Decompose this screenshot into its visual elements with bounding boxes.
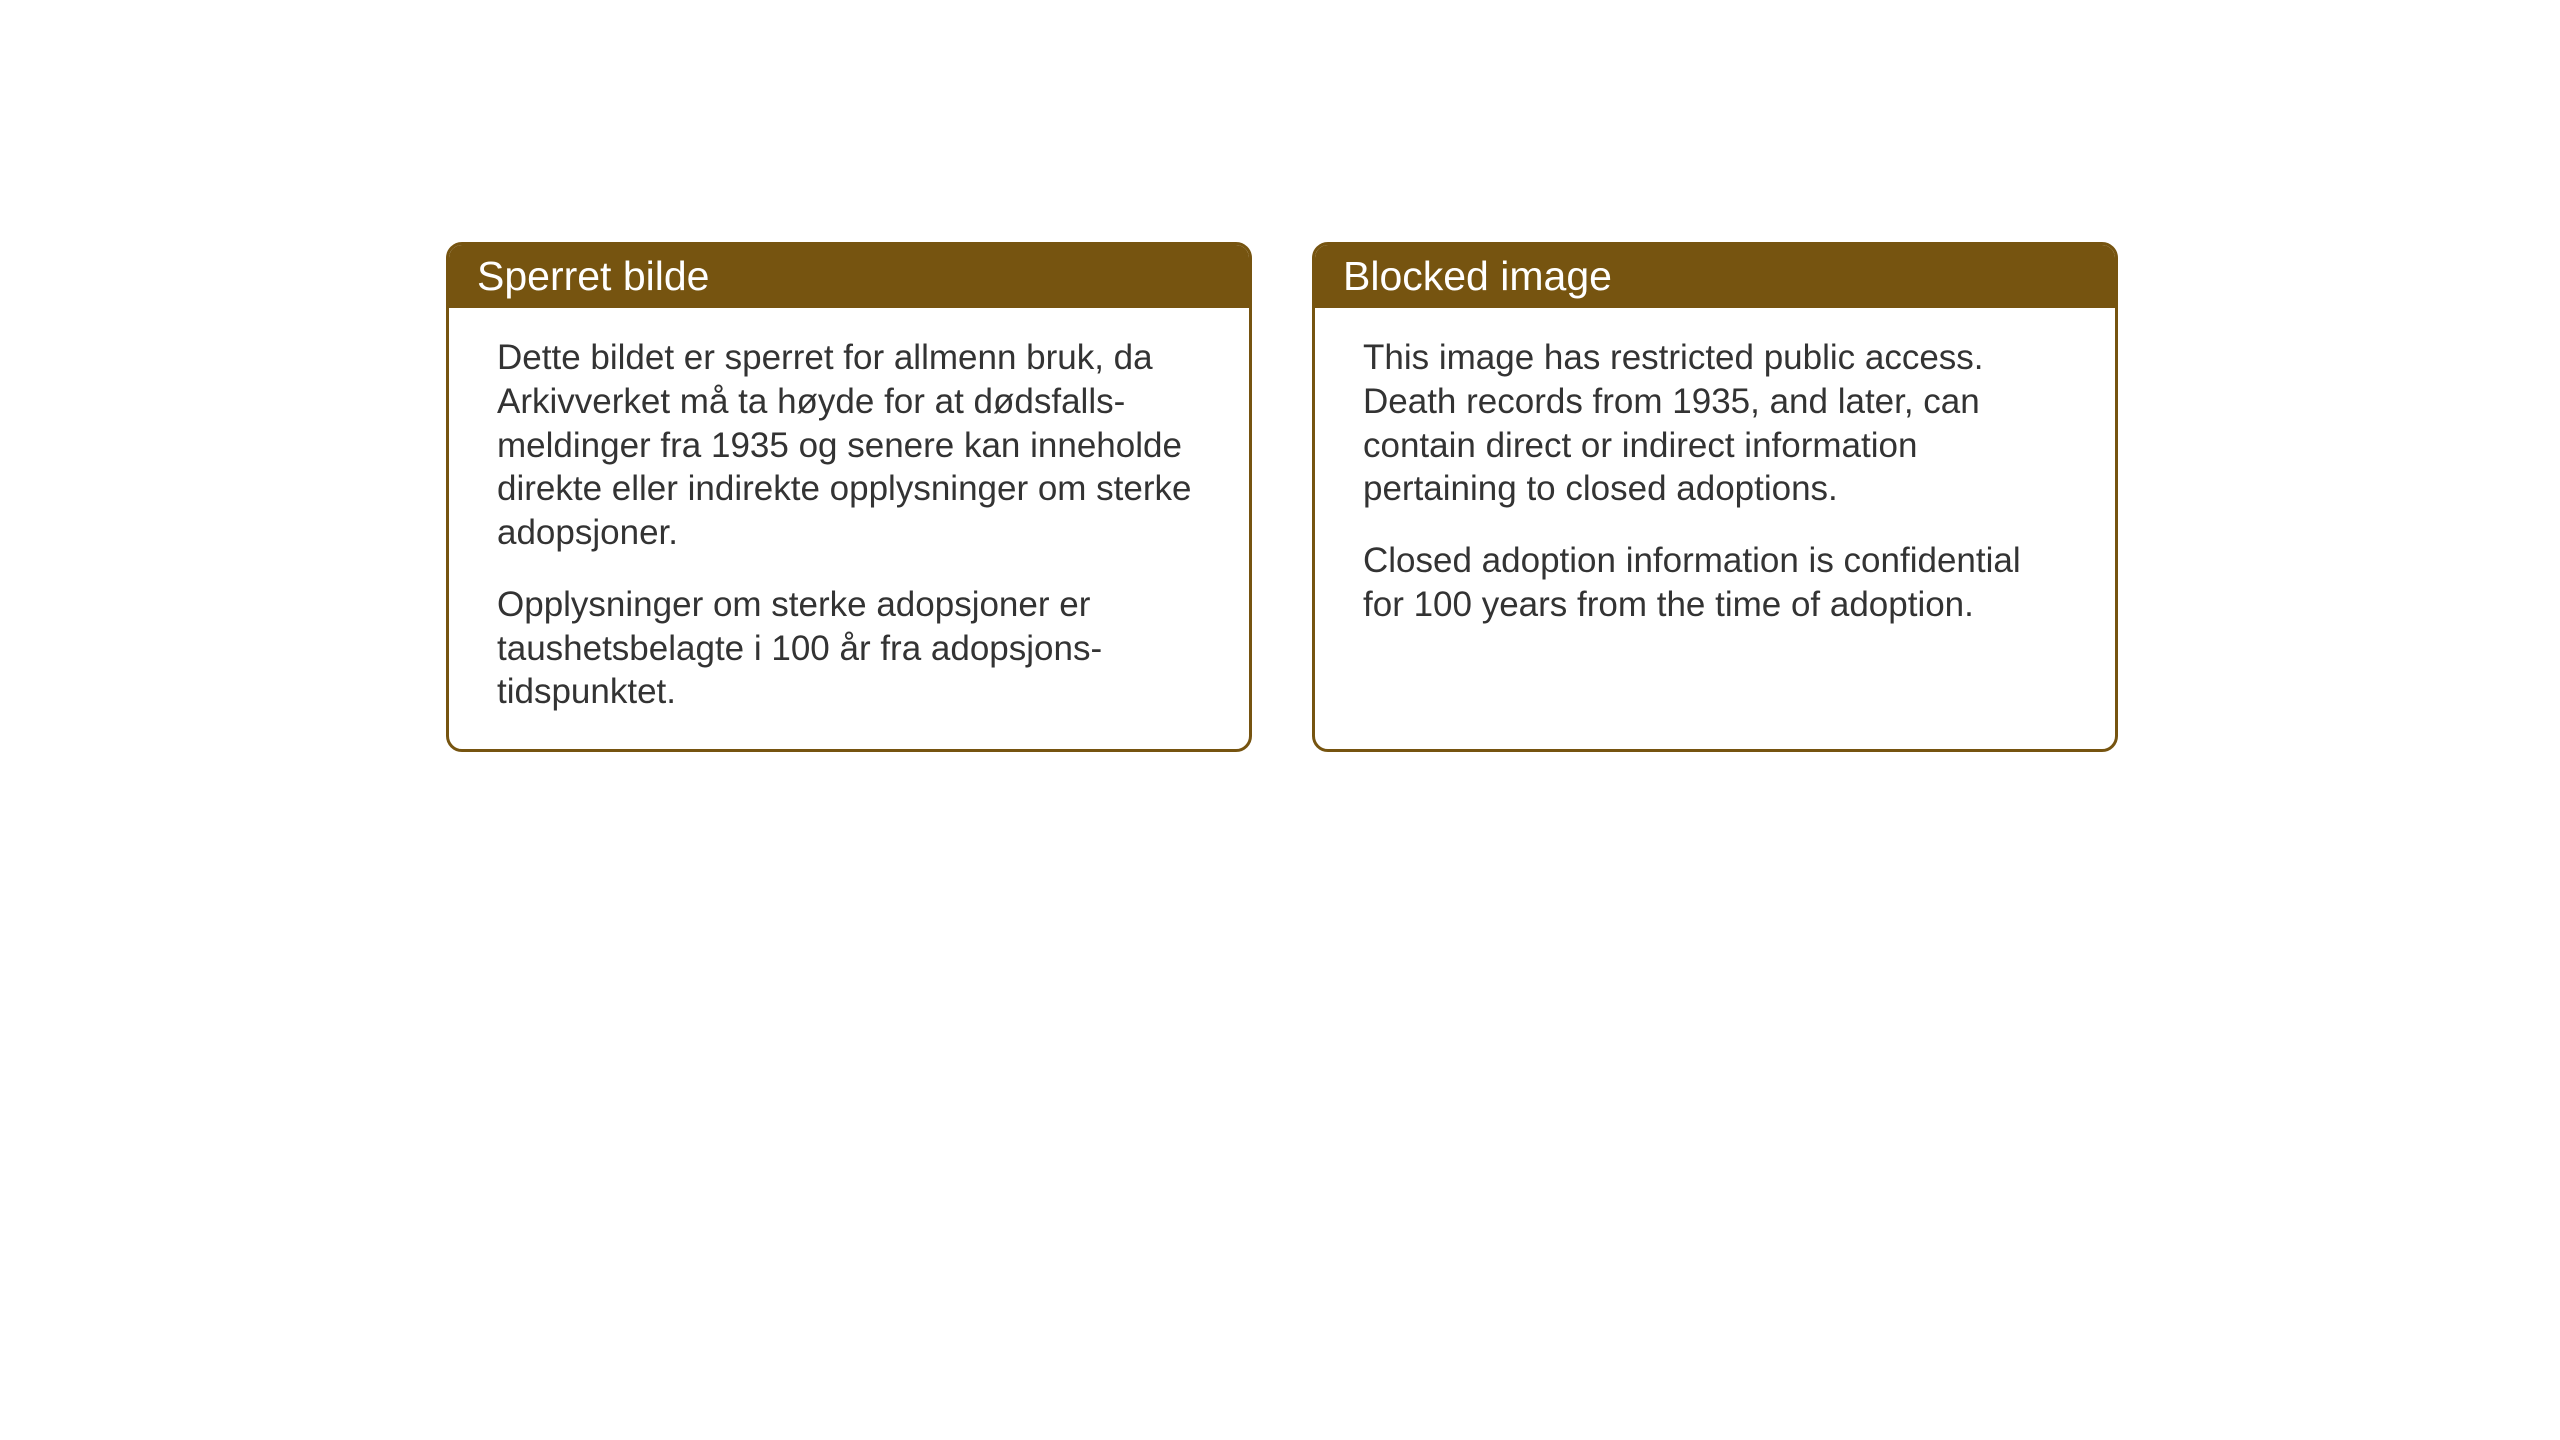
norwegian-card-header: Sperret bilde (449, 245, 1249, 308)
english-card-title: Blocked image (1343, 253, 1612, 299)
cards-container: Sperret bilde Dette bildet er sperret fo… (446, 242, 2118, 752)
norwegian-card: Sperret bilde Dette bildet er sperret fo… (446, 242, 1252, 752)
english-paragraph-1: This image has restricted public access.… (1363, 336, 2067, 511)
english-paragraph-2: Closed adoption information is confident… (1363, 539, 2067, 627)
english-card-body: This image has restricted public access.… (1315, 308, 2115, 659)
norwegian-paragraph-1: Dette bildet er sperret for allmenn bruk… (497, 336, 1201, 555)
norwegian-card-title: Sperret bilde (477, 253, 709, 299)
english-card: Blocked image This image has restricted … (1312, 242, 2118, 752)
norwegian-card-body: Dette bildet er sperret for allmenn bruk… (449, 308, 1249, 746)
norwegian-paragraph-2: Opplysninger om sterke adopsjoner er tau… (497, 583, 1201, 714)
english-card-header: Blocked image (1315, 245, 2115, 308)
